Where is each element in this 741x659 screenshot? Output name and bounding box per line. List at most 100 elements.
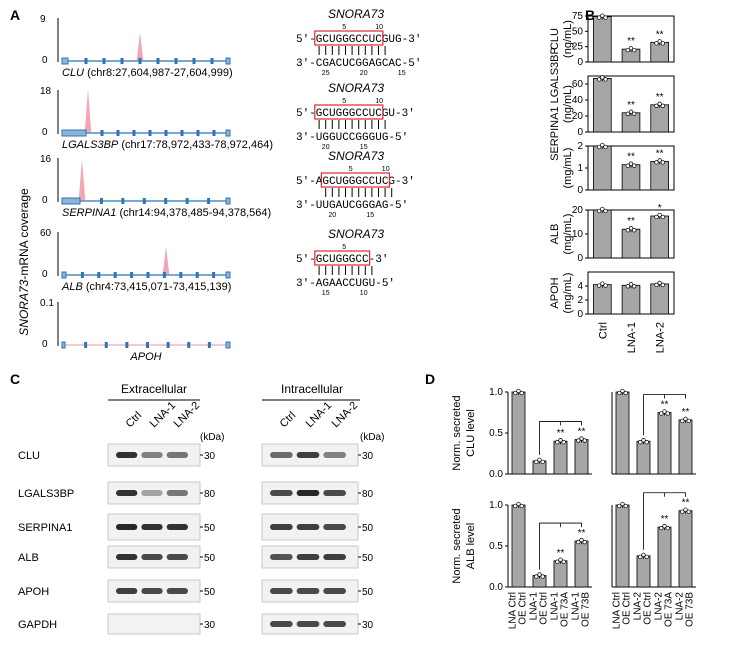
chart-data-point xyxy=(519,390,524,396)
chart-data-point xyxy=(576,438,581,443)
chart-data-point xyxy=(660,160,666,165)
chart-data-point xyxy=(657,158,662,163)
blot-band xyxy=(323,452,346,458)
chart-x-tick-label: LNA-2 xyxy=(655,322,667,353)
chart-y-tick-label: 0.0 xyxy=(489,469,503,480)
track-ymin-label: 0 xyxy=(42,195,48,206)
duplex-bottom-tick: 25 xyxy=(322,70,330,77)
blot-band xyxy=(141,554,163,560)
chart-data-point xyxy=(558,557,563,562)
gene-exon xyxy=(179,272,183,278)
gene-exon-end xyxy=(225,57,231,65)
chart-data-point xyxy=(657,101,662,106)
chart-y-axis-label: ALB level xyxy=(465,523,477,569)
coverage-peak xyxy=(84,92,92,133)
gene-exon-start xyxy=(61,197,81,205)
chart-x-tick-label: OE 73A xyxy=(664,592,675,627)
chart-bar xyxy=(650,283,669,315)
blot-marker-label: 30 xyxy=(362,620,374,631)
duplex-bottom-strand: 3'-UGGUCCGGGUG-5' xyxy=(296,132,408,144)
track-ymin-label: 0 xyxy=(42,339,48,350)
chart-data-point xyxy=(680,418,685,424)
blot-marker-label: 80 xyxy=(204,489,216,500)
chart-y-tick-label: 1 xyxy=(577,163,583,174)
blot-band xyxy=(166,524,188,530)
chart-data-point xyxy=(628,226,634,231)
blot-band xyxy=(116,452,138,458)
track-gene-label: SERPINA1 (chr14:94,378,485-94,378,564) xyxy=(62,207,271,219)
chart-data-point xyxy=(623,390,628,396)
blot-band xyxy=(323,621,346,627)
chart-data-point xyxy=(625,284,630,289)
chart-data-point xyxy=(638,440,643,445)
blot-marker-label: 50 xyxy=(204,523,216,534)
blot-band xyxy=(166,554,188,560)
chart-y-axis-unit: (mg/mL) xyxy=(562,148,574,189)
blot-protein-label: CLU xyxy=(18,450,40,462)
chart-data-point xyxy=(641,552,646,557)
gene-exon xyxy=(99,198,103,204)
gene-exon xyxy=(195,272,199,278)
gene-exon xyxy=(212,272,216,278)
gene-exon xyxy=(116,130,120,136)
chart-y-axis-label: CLU xyxy=(549,28,561,50)
chart-data-point xyxy=(596,283,602,288)
chart-x-tick-label: LNA-2 xyxy=(675,592,686,621)
chart-significance: ** xyxy=(578,528,586,539)
duplex-bottom-strand: 3'-AGAACCUGU-5' xyxy=(296,278,395,290)
duplex-top-tick: 10 xyxy=(375,98,383,105)
chart-bar xyxy=(615,391,630,475)
gene-exon-start xyxy=(61,57,69,65)
panel-label-d: D xyxy=(425,371,435,387)
gene-exon xyxy=(156,58,160,64)
chart-data-point xyxy=(628,161,634,166)
gene-exon xyxy=(174,58,178,64)
chart-data-point xyxy=(579,537,584,543)
duplex-title: SNORA73 xyxy=(328,227,384,241)
chart-bar xyxy=(553,440,568,475)
gene-exon xyxy=(148,130,152,136)
chart-y-tick-label: 2 xyxy=(577,295,583,306)
blot-band xyxy=(296,621,320,627)
gene-exon xyxy=(132,130,136,136)
chart-data-point xyxy=(654,103,659,108)
gene-exon xyxy=(187,342,191,348)
panel-d-charts: 0.0 0.5 1.0 ** ** ** ** 0.0 0.5 1.0 ** ** ** ** Norm. … xyxy=(451,387,696,629)
chart-x-tick-label: LNA-1 xyxy=(626,322,638,353)
gene-exon-end xyxy=(225,197,231,205)
blot-lane-label: LNA-1 xyxy=(304,400,335,431)
gene-exon xyxy=(102,58,106,64)
chart-bar xyxy=(678,510,693,588)
chart-y-axis-unit: (mg/mL) xyxy=(562,214,574,255)
blot-band xyxy=(323,490,346,496)
chart-data-point xyxy=(579,436,584,441)
chart-bar xyxy=(511,391,526,475)
chart-data-point xyxy=(623,503,628,509)
chart-bar xyxy=(636,555,651,588)
coverage-axis-gene: SNORA73 xyxy=(17,279,31,335)
chart-data-point xyxy=(657,280,662,286)
blot-band xyxy=(323,554,346,560)
blot-lane-label: Ctrl xyxy=(124,410,145,431)
chart-data-point xyxy=(632,163,637,168)
extracellular-header: Extracellular xyxy=(121,382,187,396)
chart-data-point xyxy=(641,438,646,443)
chart-data-point xyxy=(620,388,625,394)
chart-y-tick-label: 0.5 xyxy=(489,541,503,552)
chart-data-point xyxy=(603,144,608,150)
duplex-top-strand: 5'-GCUGGGCCUCGUG-3' xyxy=(296,34,421,46)
chart-y-axis-unit: (ng/mL) xyxy=(562,85,574,123)
chart-data-point xyxy=(555,559,560,564)
chart-significance: ** xyxy=(682,407,690,418)
chart-y-tick-label: 0 xyxy=(577,127,583,138)
gene-exon xyxy=(130,272,134,278)
blot-band xyxy=(296,554,320,560)
blot-band xyxy=(141,452,163,458)
chart-significance: ** xyxy=(627,100,635,111)
blot-marker-label: 50 xyxy=(362,587,374,598)
duplex-bottom-tick: 15 xyxy=(366,212,374,219)
duplex-top-tick: 5 xyxy=(342,24,346,31)
track-gene-label: LGALS3BP (chr17:78,972,433-78,972,464) xyxy=(62,139,273,151)
chart-data-point xyxy=(582,438,587,443)
gene-exon xyxy=(100,130,104,136)
